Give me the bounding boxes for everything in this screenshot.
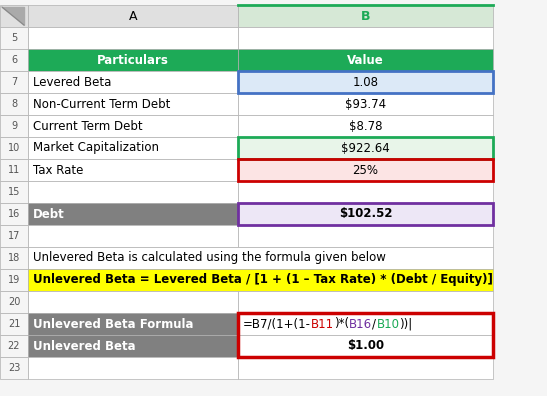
Bar — [0, 291, 28, 313]
Text: 7: 7 — [11, 77, 17, 87]
Bar — [0, 159, 28, 181]
Bar — [238, 357, 493, 379]
Text: $922.64: $922.64 — [341, 141, 390, 154]
Text: 9: 9 — [11, 121, 17, 131]
Bar — [28, 159, 238, 181]
Text: $93.74: $93.74 — [345, 97, 386, 110]
Text: 25%: 25% — [352, 164, 379, 177]
Bar — [238, 137, 493, 159]
Bar — [238, 335, 493, 357]
Text: B: B — [361, 10, 370, 23]
Text: Levered Beta: Levered Beta — [33, 76, 112, 88]
Text: B10: B10 — [376, 318, 399, 331]
Text: Tax Rate: Tax Rate — [33, 164, 83, 177]
Text: 18: 18 — [8, 253, 20, 263]
Bar — [28, 335, 238, 357]
Text: 16: 16 — [8, 209, 20, 219]
Bar — [0, 357, 28, 379]
Bar — [0, 269, 28, 291]
Bar — [28, 115, 238, 137]
Text: 15: 15 — [8, 187, 20, 197]
Text: Unlevered Beta: Unlevered Beta — [33, 339, 136, 352]
Bar — [28, 225, 238, 247]
Text: Non-Current Term Debt: Non-Current Term Debt — [33, 97, 170, 110]
Text: $8.78: $8.78 — [349, 120, 382, 133]
Bar — [238, 313, 493, 335]
Bar — [238, 225, 493, 247]
Bar — [28, 93, 238, 115]
Bar — [238, 27, 493, 49]
Bar — [238, 71, 493, 93]
Text: /: / — [373, 318, 376, 331]
Text: B11: B11 — [311, 318, 334, 331]
Text: A: A — [129, 10, 137, 23]
Text: =B7/(1+(1-: =B7/(1+(1- — [243, 318, 311, 331]
Polygon shape — [2, 7, 24, 25]
Bar — [0, 181, 28, 203]
Text: 22: 22 — [8, 341, 20, 351]
Bar — [0, 27, 28, 49]
Bar — [238, 115, 493, 137]
Bar — [238, 203, 493, 225]
Text: 17: 17 — [8, 231, 20, 241]
Text: Debt: Debt — [33, 208, 65, 221]
Text: Value: Value — [347, 53, 384, 67]
Text: 20: 20 — [8, 297, 20, 307]
Bar — [238, 71, 493, 93]
Bar — [0, 115, 28, 137]
Bar — [238, 93, 493, 115]
Text: )*(: )*( — [334, 318, 349, 331]
Text: $102.52: $102.52 — [339, 208, 392, 221]
Text: Market Capitalization: Market Capitalization — [33, 141, 159, 154]
Text: 19: 19 — [8, 275, 20, 285]
Bar — [0, 71, 28, 93]
Bar — [238, 159, 493, 181]
Bar — [0, 93, 28, 115]
Bar — [28, 357, 238, 379]
Bar — [0, 335, 28, 357]
Text: $1.00: $1.00 — [347, 339, 384, 352]
Bar — [28, 269, 493, 291]
Bar — [0, 5, 28, 27]
Text: 23: 23 — [8, 363, 20, 373]
Bar — [28, 247, 493, 269]
Bar — [28, 181, 238, 203]
Bar — [28, 71, 238, 93]
Bar — [28, 5, 238, 27]
Bar — [28, 291, 238, 313]
Bar — [0, 225, 28, 247]
Bar — [238, 181, 493, 203]
Text: Unlevered Beta Formula: Unlevered Beta Formula — [33, 318, 194, 331]
Text: 6: 6 — [11, 55, 17, 65]
Bar — [238, 5, 493, 27]
Bar — [238, 203, 493, 225]
Bar — [0, 137, 28, 159]
Bar — [28, 137, 238, 159]
Bar — [238, 291, 493, 313]
Text: ))|: ))| — [399, 318, 412, 331]
Bar — [28, 27, 238, 49]
Text: 10: 10 — [8, 143, 20, 153]
Bar — [238, 137, 493, 159]
Bar — [238, 49, 493, 71]
Bar — [238, 313, 493, 357]
Text: B16: B16 — [349, 318, 373, 331]
Bar — [28, 49, 238, 71]
Text: 5: 5 — [11, 33, 17, 43]
Bar — [28, 313, 238, 335]
Text: 1.08: 1.08 — [352, 76, 379, 88]
Text: Particulars: Particulars — [97, 53, 169, 67]
Bar — [0, 313, 28, 335]
Text: Current Term Debt: Current Term Debt — [33, 120, 143, 133]
Bar — [0, 49, 28, 71]
Text: 8: 8 — [11, 99, 17, 109]
Text: 11: 11 — [8, 165, 20, 175]
Bar — [0, 247, 28, 269]
Text: Unlevered Beta is calculated using the formula given below: Unlevered Beta is calculated using the f… — [33, 251, 386, 265]
Text: Unlevered Beta = Levered Beta / [1 + (1 – Tax Rate) * (Debt / Equity)]: Unlevered Beta = Levered Beta / [1 + (1 … — [33, 274, 493, 286]
Bar — [238, 159, 493, 181]
Text: 21: 21 — [8, 319, 20, 329]
Bar — [28, 203, 238, 225]
Bar — [0, 203, 28, 225]
